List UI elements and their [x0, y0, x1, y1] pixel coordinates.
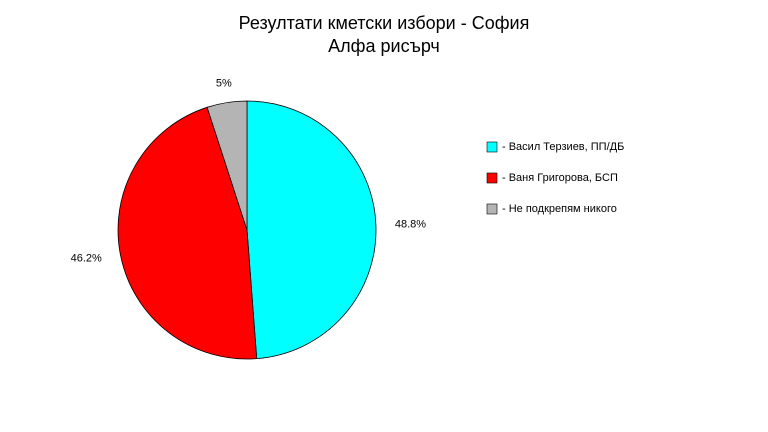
legend-label: - Не подкрепям никого: [502, 203, 617, 215]
chart-subtitle: Алфа рисърч: [328, 36, 440, 56]
legend-label: - Васил Терзиев, ПП/ДБ: [502, 141, 624, 153]
chart-title: Резултати кметски избори - София: [239, 13, 530, 33]
pie-slice: [206, 100, 248, 231]
pie-slice: [117, 106, 258, 360]
data-label: 5%: [216, 78, 232, 90]
legend-swatch: [486, 172, 498, 184]
legend-label: - Ваня Григорова, БСП: [502, 172, 618, 184]
legend-swatch: [486, 203, 498, 215]
legend-swatch: [486, 141, 498, 153]
data-label: 48.8%: [395, 218, 426, 230]
data-label: 46.2%: [71, 253, 102, 265]
pie-slice: [246, 100, 377, 360]
